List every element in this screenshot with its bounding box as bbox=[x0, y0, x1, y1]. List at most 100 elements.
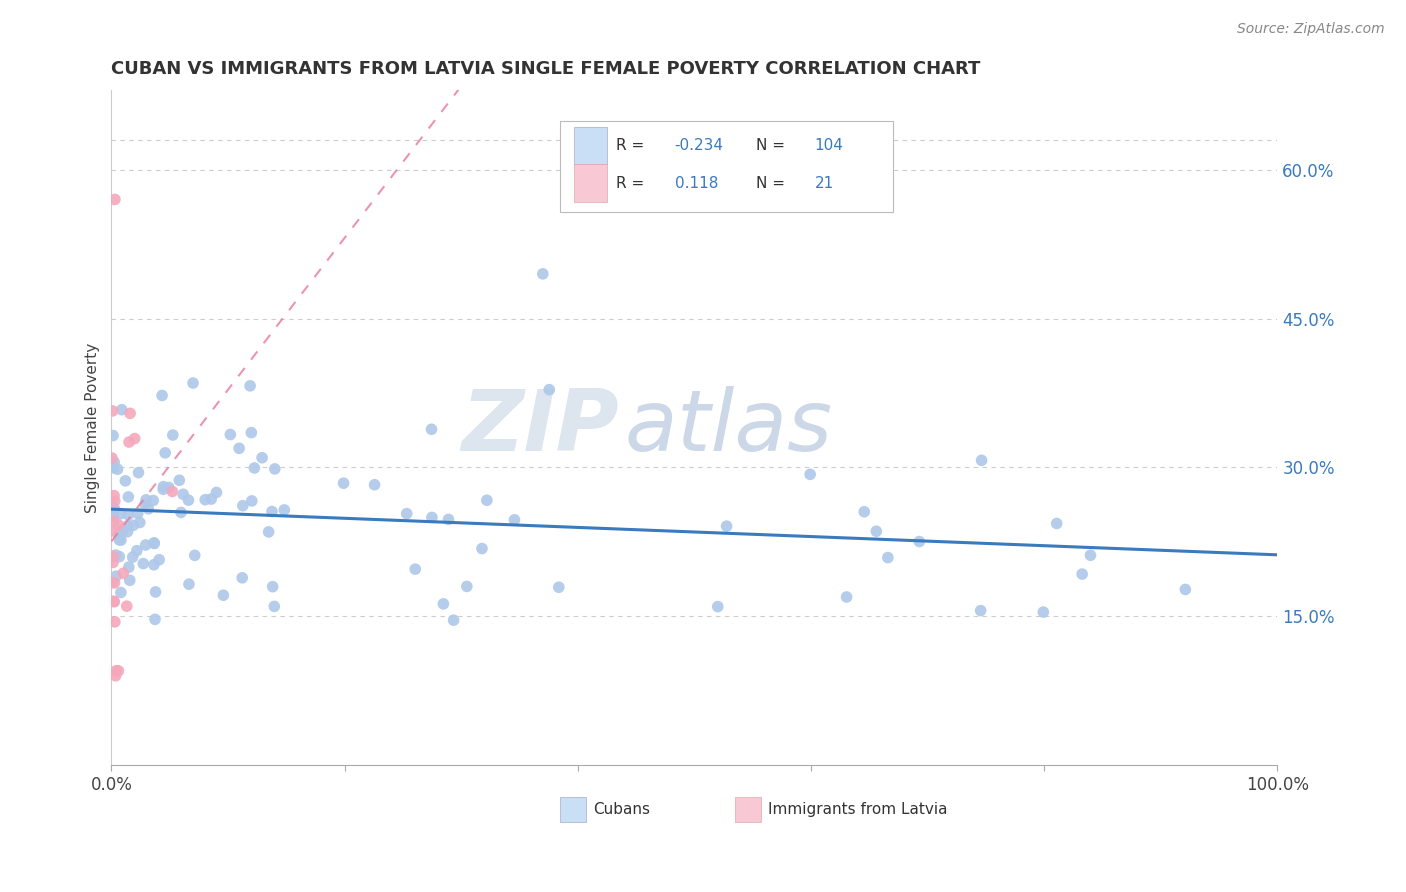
Point bbox=[104, 615, 127, 629]
Text: 104: 104 bbox=[814, 138, 844, 153]
Point bbox=[117, 508, 139, 522]
Point bbox=[112, 566, 135, 581]
Point bbox=[124, 432, 146, 446]
Point bbox=[475, 493, 498, 508]
Text: Cubans: Cubans bbox=[593, 802, 650, 817]
Point bbox=[103, 514, 125, 528]
Point bbox=[181, 376, 204, 390]
Point bbox=[145, 585, 167, 599]
Point bbox=[471, 541, 494, 556]
Point bbox=[117, 490, 139, 504]
Point bbox=[420, 510, 443, 524]
Point bbox=[110, 527, 132, 541]
Point bbox=[103, 455, 125, 469]
Point bbox=[105, 569, 128, 583]
Text: R =: R = bbox=[616, 176, 644, 191]
Point bbox=[122, 518, 145, 533]
Point bbox=[104, 669, 127, 683]
Point bbox=[970, 453, 993, 467]
Point bbox=[108, 507, 131, 521]
Point bbox=[110, 523, 132, 537]
Point bbox=[200, 491, 222, 506]
Point bbox=[228, 442, 250, 456]
Point bbox=[716, 519, 738, 533]
Point bbox=[107, 664, 129, 678]
Point bbox=[117, 518, 139, 533]
Point bbox=[183, 549, 205, 563]
Point bbox=[101, 500, 124, 514]
Point bbox=[531, 267, 554, 281]
Point bbox=[172, 487, 194, 501]
Point bbox=[404, 562, 426, 576]
Point bbox=[101, 404, 124, 418]
Point bbox=[219, 427, 242, 442]
Point bbox=[103, 509, 125, 524]
Point bbox=[853, 505, 876, 519]
Point bbox=[118, 560, 141, 574]
Text: 21: 21 bbox=[814, 176, 834, 191]
Point bbox=[125, 543, 148, 558]
Point bbox=[108, 533, 131, 547]
Point bbox=[143, 536, 166, 550]
Text: atlas: atlas bbox=[624, 386, 832, 469]
Point bbox=[148, 552, 170, 566]
Point bbox=[103, 460, 125, 475]
Point bbox=[538, 383, 561, 397]
Point bbox=[503, 513, 526, 527]
Text: R =: R = bbox=[616, 138, 644, 153]
Point bbox=[835, 590, 858, 604]
Point bbox=[432, 597, 454, 611]
Point bbox=[101, 451, 124, 466]
Point bbox=[132, 557, 155, 571]
Point bbox=[128, 516, 150, 530]
Point bbox=[865, 524, 887, 539]
Point bbox=[142, 493, 165, 508]
Point bbox=[232, 499, 254, 513]
Point bbox=[262, 580, 284, 594]
Text: Source: ZipAtlas.com: Source: ZipAtlas.com bbox=[1237, 22, 1385, 37]
Point bbox=[101, 555, 124, 569]
Point bbox=[101, 575, 124, 590]
Point bbox=[443, 613, 465, 627]
Point bbox=[103, 575, 125, 590]
Point bbox=[456, 579, 478, 593]
Y-axis label: Single Female Poverty: Single Female Poverty bbox=[86, 343, 100, 513]
Point bbox=[136, 501, 159, 516]
Point bbox=[152, 480, 174, 494]
Point bbox=[260, 504, 283, 518]
Point bbox=[111, 524, 134, 538]
Point bbox=[103, 489, 125, 503]
Point bbox=[1071, 567, 1094, 582]
Point bbox=[115, 599, 138, 614]
Point bbox=[103, 595, 125, 609]
Text: -0.234: -0.234 bbox=[675, 138, 724, 153]
Text: ZIP: ZIP bbox=[461, 386, 619, 469]
Point bbox=[231, 571, 253, 585]
Point bbox=[205, 485, 228, 500]
Point bbox=[103, 502, 125, 516]
Point bbox=[108, 549, 131, 564]
Point bbox=[170, 505, 193, 519]
Point bbox=[257, 524, 280, 539]
Point bbox=[263, 462, 285, 476]
Point bbox=[152, 482, 174, 496]
Point bbox=[118, 574, 141, 588]
Point bbox=[240, 494, 263, 508]
Point bbox=[104, 494, 127, 508]
Point bbox=[1032, 605, 1054, 619]
Point bbox=[135, 492, 157, 507]
Point bbox=[162, 428, 184, 442]
Point bbox=[103, 549, 125, 564]
Point bbox=[107, 462, 129, 476]
Point bbox=[127, 466, 149, 480]
Point bbox=[799, 467, 821, 482]
Point bbox=[101, 524, 124, 538]
Point bbox=[101, 428, 124, 442]
Point bbox=[1046, 516, 1069, 531]
Point bbox=[157, 480, 180, 494]
Point bbox=[969, 604, 991, 618]
Point bbox=[117, 524, 139, 539]
Point bbox=[107, 518, 129, 533]
Point bbox=[153, 446, 176, 460]
Point bbox=[363, 477, 385, 491]
